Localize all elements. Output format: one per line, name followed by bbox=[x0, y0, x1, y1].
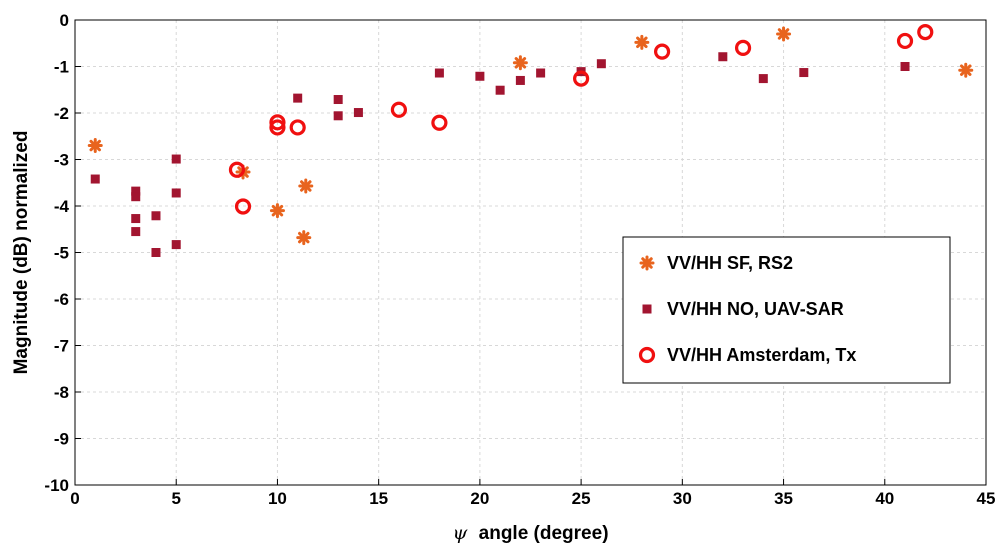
x-tick-label: 10 bbox=[268, 489, 287, 508]
legend-box bbox=[622, 236, 951, 384]
data-point-square bbox=[333, 95, 343, 105]
legend-marker-asterisk bbox=[639, 255, 655, 271]
data-point-square bbox=[353, 108, 363, 118]
data-point-asterisk bbox=[634, 34, 650, 50]
y-tick-label: -7 bbox=[54, 337, 69, 356]
data-point-asterisk bbox=[512, 55, 528, 71]
x-axis-label: ψ angle (degree) bbox=[452, 522, 608, 544]
x-tick-label: 25 bbox=[572, 489, 591, 508]
x-tick-label: 15 bbox=[369, 489, 388, 508]
data-point-asterisk bbox=[269, 203, 285, 219]
data-point-square bbox=[515, 75, 525, 85]
data-point-square bbox=[131, 192, 141, 202]
legend-entry: VV/HH NO, UAV-SAR bbox=[642, 299, 844, 319]
data-point-square bbox=[171, 188, 181, 198]
data-point-square bbox=[596, 59, 606, 69]
data-point-square bbox=[718, 52, 728, 62]
x-tick-label: 5 bbox=[171, 489, 180, 508]
data-point-square bbox=[131, 186, 141, 196]
x-tick-label: 0 bbox=[70, 489, 79, 508]
legend-marker-square bbox=[642, 304, 652, 314]
y-tick-label: -5 bbox=[54, 244, 69, 263]
data-point-circle bbox=[289, 119, 306, 136]
y-tick-label: -3 bbox=[54, 151, 69, 170]
data-point-circle bbox=[228, 161, 246, 178]
data-point-square bbox=[151, 248, 161, 257]
data-point-square bbox=[758, 74, 768, 84]
data-point-square bbox=[799, 68, 809, 78]
data-point-asterisk bbox=[776, 26, 792, 42]
x-tick-label: 30 bbox=[673, 489, 692, 508]
data-point-asterisk bbox=[296, 230, 312, 246]
data-point-circle bbox=[896, 32, 914, 50]
data-points bbox=[87, 23, 974, 257]
x-tick-label: 20 bbox=[470, 489, 489, 508]
legend-label: VV/HH Amsterdam, Tx bbox=[667, 345, 856, 365]
data-point-asterisk bbox=[958, 62, 974, 78]
y-tick-label: -8 bbox=[54, 383, 69, 402]
y-tick-label: -2 bbox=[54, 104, 69, 123]
data-point-asterisk bbox=[87, 138, 103, 154]
data-point-circle bbox=[573, 70, 590, 87]
legend-marker-circle bbox=[638, 346, 656, 364]
x-tick-label: 40 bbox=[875, 489, 894, 508]
data-point-square bbox=[171, 154, 181, 164]
data-point-circle bbox=[269, 119, 286, 136]
data-point-circle bbox=[653, 43, 671, 60]
data-point-square bbox=[151, 211, 161, 221]
y-tick-label: 0 bbox=[60, 11, 69, 30]
data-point-square bbox=[495, 85, 505, 95]
data-point-square bbox=[900, 62, 910, 71]
legend-label: VV/HH SF, RS2 bbox=[667, 253, 793, 273]
x-axis-label-text: angle (degree) bbox=[479, 523, 609, 544]
data-point-circle bbox=[431, 114, 448, 131]
legend: VV/HH SF, RS2 VV/HH NO, UAV-SAR VV/HH Amst… bbox=[622, 236, 951, 384]
data-point-square bbox=[434, 68, 444, 78]
legend-entry: VV/HH SF, RS2 bbox=[639, 253, 793, 273]
data-point-square bbox=[536, 68, 546, 78]
data-point-circle bbox=[390, 101, 408, 118]
y-tick-label: -10 bbox=[44, 476, 69, 495]
data-point-square bbox=[293, 93, 303, 103]
data-point-circle bbox=[917, 23, 934, 41]
x-tick-label: 35 bbox=[774, 489, 793, 508]
legend-entry: VV/HH Amsterdam, Tx bbox=[638, 345, 856, 365]
data-point-asterisk bbox=[298, 178, 314, 194]
y-axis-ticks: 0 -1 -2 -3 -4 -5 -6 -7 -8 -9 -10 bbox=[44, 11, 81, 495]
data-point-square bbox=[171, 240, 181, 250]
x-axis-ticks: 0 5 10 15 20 25 30 35 40 45 bbox=[70, 479, 995, 508]
x-axis-label-symbol: ψ bbox=[452, 522, 468, 544]
data-point-circle bbox=[734, 39, 752, 57]
data-point-square bbox=[90, 174, 100, 184]
grid-lines bbox=[75, 20, 986, 485]
y-tick-label: -6 bbox=[54, 290, 69, 309]
legend-label: VV/HH NO, UAV-SAR bbox=[667, 299, 844, 319]
y-axis-label: Magnitude (dB) normalized bbox=[11, 131, 32, 375]
data-point-circle bbox=[234, 198, 252, 215]
data-point-square bbox=[333, 111, 343, 121]
y-tick-label: -1 bbox=[54, 58, 69, 77]
x-tick-label: 45 bbox=[977, 489, 996, 508]
y-tick-label: -9 bbox=[54, 430, 69, 449]
data-point-circle bbox=[269, 114, 286, 131]
data-point-square bbox=[475, 71, 485, 81]
y-tick-label: -4 bbox=[54, 197, 70, 216]
data-point-square bbox=[131, 214, 141, 224]
data-point-square bbox=[131, 227, 141, 237]
